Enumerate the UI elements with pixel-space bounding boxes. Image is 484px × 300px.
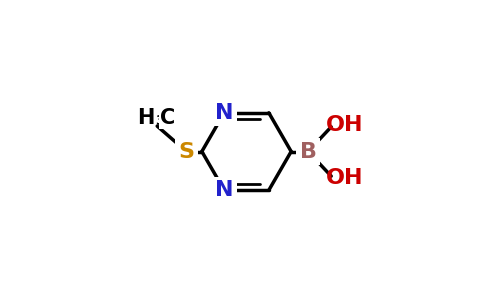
Text: H: H <box>137 108 154 128</box>
Text: 3: 3 <box>155 115 165 128</box>
Text: N: N <box>215 180 233 200</box>
Text: OH: OH <box>326 168 364 188</box>
Text: C: C <box>160 108 176 128</box>
Text: N: N <box>215 103 233 123</box>
Text: B: B <box>300 142 317 161</box>
Text: OH: OH <box>326 115 364 135</box>
Text: S: S <box>179 142 195 161</box>
